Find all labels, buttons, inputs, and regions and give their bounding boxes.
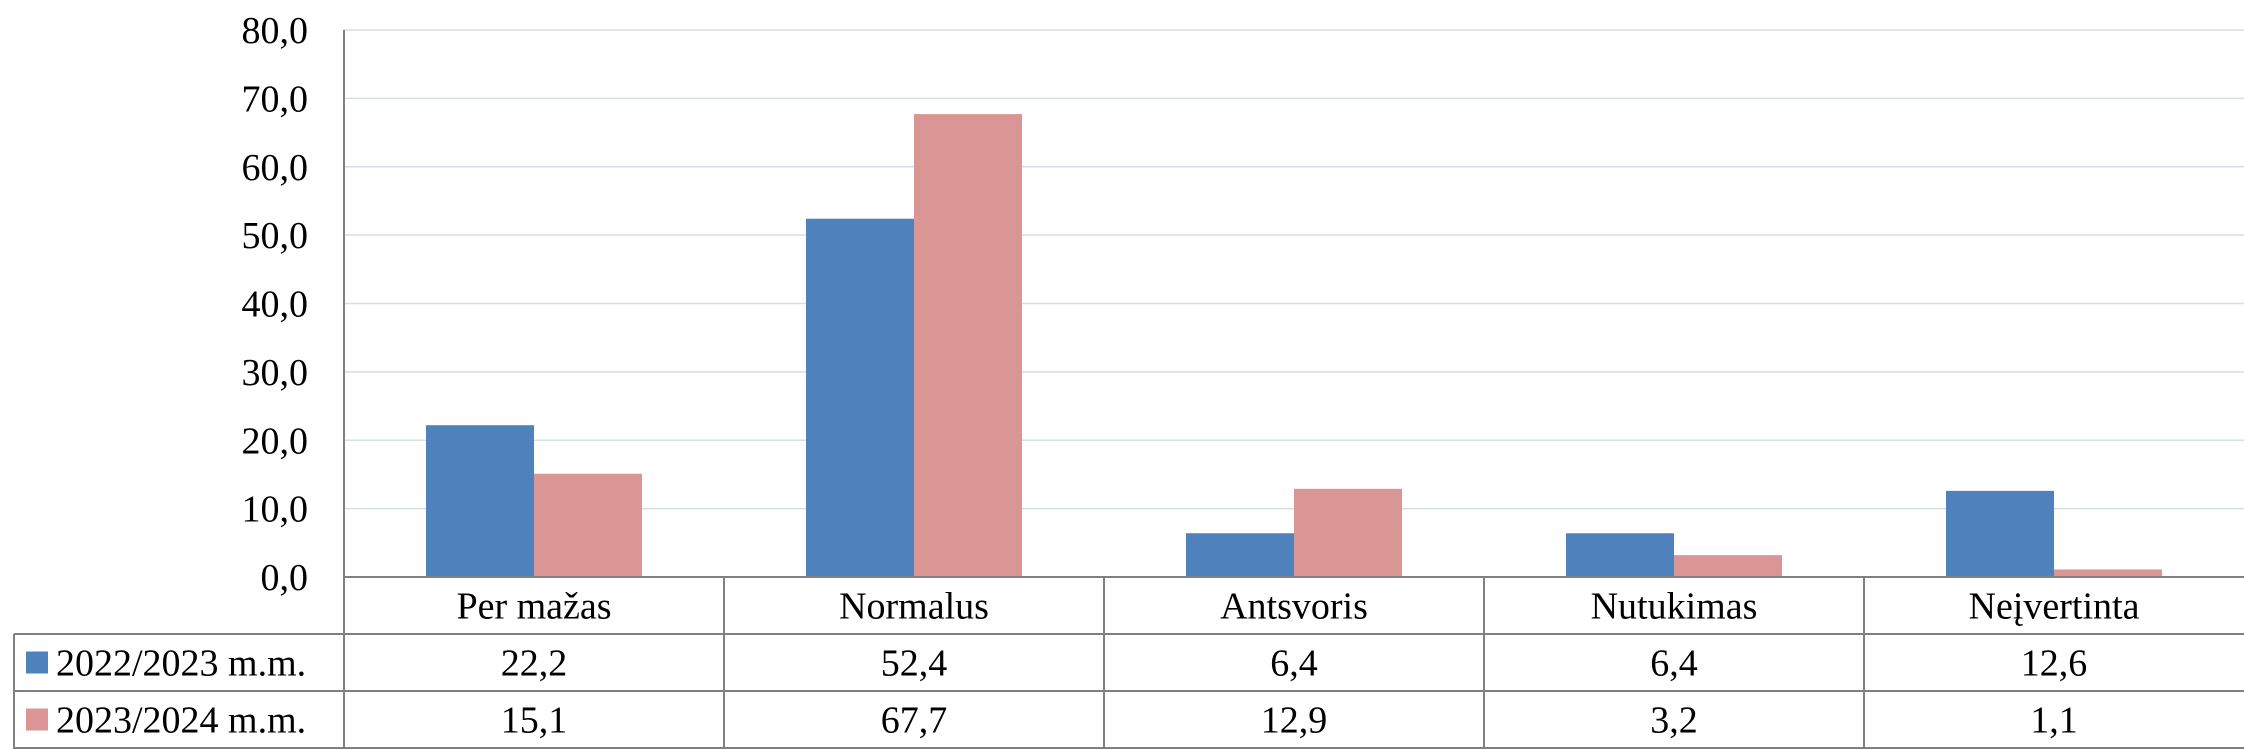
bars xyxy=(426,114,2162,577)
bar xyxy=(534,473,642,577)
y-tick-label: 30,0 xyxy=(242,352,309,394)
y-axis-tick-labels: 0,0 10,0 20,0 30,0 40,0 50,0 60,0 70,0 80,0 xyxy=(242,10,309,599)
bar xyxy=(1186,533,1294,577)
data-label: 22,2 xyxy=(501,643,568,685)
data-table: Per mažas Normalus Antsvoris Nutukimas Neįve… xyxy=(13,577,2244,749)
bar xyxy=(2054,569,2162,577)
bar xyxy=(1946,490,2054,577)
bar xyxy=(806,218,914,577)
y-tick-label: 60,0 xyxy=(242,147,309,189)
y-tick-label: 80,0 xyxy=(242,10,309,52)
data-label: 12,9 xyxy=(1261,700,1328,742)
x-tick-label: Nutukimas xyxy=(1591,586,1758,628)
gridlines xyxy=(344,29,2244,510)
bar xyxy=(1294,488,1402,577)
y-tick-label: 70,0 xyxy=(242,78,309,120)
y-tick-label: 0,0 xyxy=(261,557,309,599)
x-tick-label: Normalus xyxy=(839,586,989,628)
data-label: 67,7 xyxy=(881,700,948,742)
legend-label: 2023/2024 m.m. xyxy=(56,700,306,742)
legend-label: 2022/2023 m.m. xyxy=(56,643,306,685)
data-label: 12,6 xyxy=(2021,643,2088,685)
legend-swatch xyxy=(26,708,48,731)
y-tick-label: 50,0 xyxy=(242,215,309,257)
axes xyxy=(343,30,2244,749)
data-label: 6,4 xyxy=(1270,643,1318,685)
x-tick-label: Neįvertinta xyxy=(1969,586,2140,628)
y-tick-label: 10,0 xyxy=(242,489,309,531)
data-label: 1,1 xyxy=(2030,700,2078,742)
x-tick-label: Antsvoris xyxy=(1220,586,1368,628)
y-tick-label: 40,0 xyxy=(242,284,309,326)
data-label: 3,2 xyxy=(1650,700,1698,742)
bar xyxy=(1566,533,1674,577)
bar xyxy=(914,114,1022,577)
bar xyxy=(1674,555,1782,577)
bar xyxy=(426,425,534,577)
data-label: 52,4 xyxy=(881,643,948,685)
data-label: 15,1 xyxy=(501,700,568,742)
legend-swatch xyxy=(26,651,48,674)
data-label: 6,4 xyxy=(1650,643,1698,685)
x-tick-label: Per mažas xyxy=(456,586,611,628)
y-tick-label: 20,0 xyxy=(242,420,309,462)
